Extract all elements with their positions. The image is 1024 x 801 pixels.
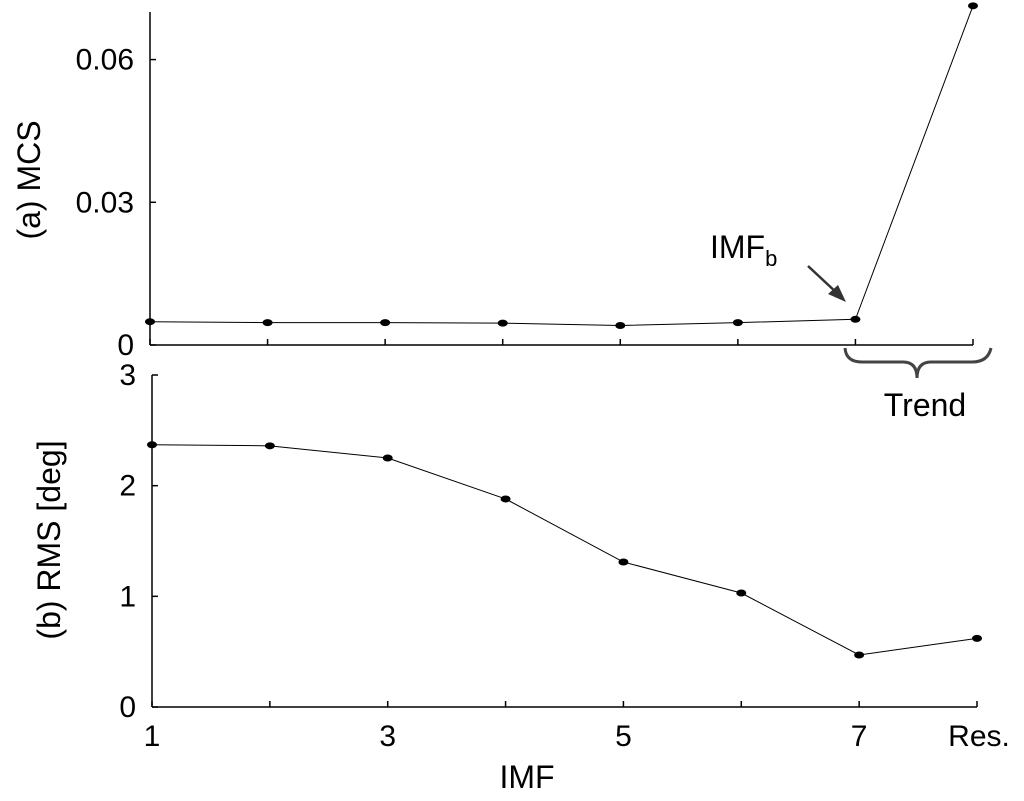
data-point <box>615 321 626 329</box>
data-point <box>736 589 747 597</box>
data-point <box>854 651 865 659</box>
trend-annotation: Trend <box>843 347 993 423</box>
panel-b-x-axis-title: IMF <box>499 759 554 795</box>
data-point <box>500 495 511 503</box>
trend-brace <box>843 347 993 379</box>
y-tick-label: 0.03 <box>76 186 134 219</box>
imf-b-subscript: b <box>765 246 777 271</box>
x-tick-label: 1 <box>144 720 161 753</box>
data-point <box>618 558 629 566</box>
trend-label: Trend <box>884 387 966 423</box>
x-tick-label: Res. <box>948 720 1010 753</box>
data-point <box>147 441 157 449</box>
imf-b-label: IMFb <box>710 229 777 271</box>
series-line <box>151 444 978 656</box>
data-point <box>145 318 155 326</box>
data-point <box>732 319 743 327</box>
y-tick-label: 0.06 <box>76 44 134 77</box>
imf-b-arrow-head <box>828 285 846 302</box>
imf-b-label-text: IMF <box>710 229 765 265</box>
panel-b-axes <box>151 375 977 708</box>
x-tick-label: 3 <box>379 720 396 753</box>
panel-b-series <box>147 441 982 659</box>
y-tick-label: 1 <box>119 580 136 613</box>
panel-a-y-ticks: 0 0.03 0.06 <box>76 44 156 362</box>
y-tick-label: 0 <box>119 691 136 724</box>
imf-b-annotation: IMFb <box>710 229 846 302</box>
data-point <box>968 2 978 10</box>
panel-b-y-axis-title: (b) RMS [deg] <box>31 440 67 639</box>
panel-b-y-ticks: 0 1 2 3 <box>119 359 158 724</box>
data-point <box>264 442 275 450</box>
panel-a-series <box>145 2 978 329</box>
panel-a-x-ticks <box>149 339 974 345</box>
data-point <box>850 315 861 323</box>
x-tick-label: 5 <box>615 720 632 753</box>
data-point <box>497 319 508 327</box>
imf-b-arrow-shaft <box>807 265 839 295</box>
series-line <box>149 5 974 326</box>
x-tick-label: 7 <box>851 720 868 753</box>
data-point <box>972 634 982 642</box>
data-point <box>380 319 391 327</box>
y-tick-label: 2 <box>119 470 136 503</box>
data-point <box>262 319 273 327</box>
panel-b-x-ticks: 1 3 5 7 Res. <box>144 701 1010 753</box>
y-tick-label: 3 <box>119 359 136 392</box>
panel-a-y-axis-title: (a) MCS <box>11 120 47 239</box>
data-point <box>382 454 393 462</box>
panel-a-mcs: 0 0.03 0.06 (a) MCS IMFb Trend <box>11 2 993 423</box>
panel-a-axes <box>149 12 973 346</box>
y-tick-label: 0 <box>117 329 134 362</box>
